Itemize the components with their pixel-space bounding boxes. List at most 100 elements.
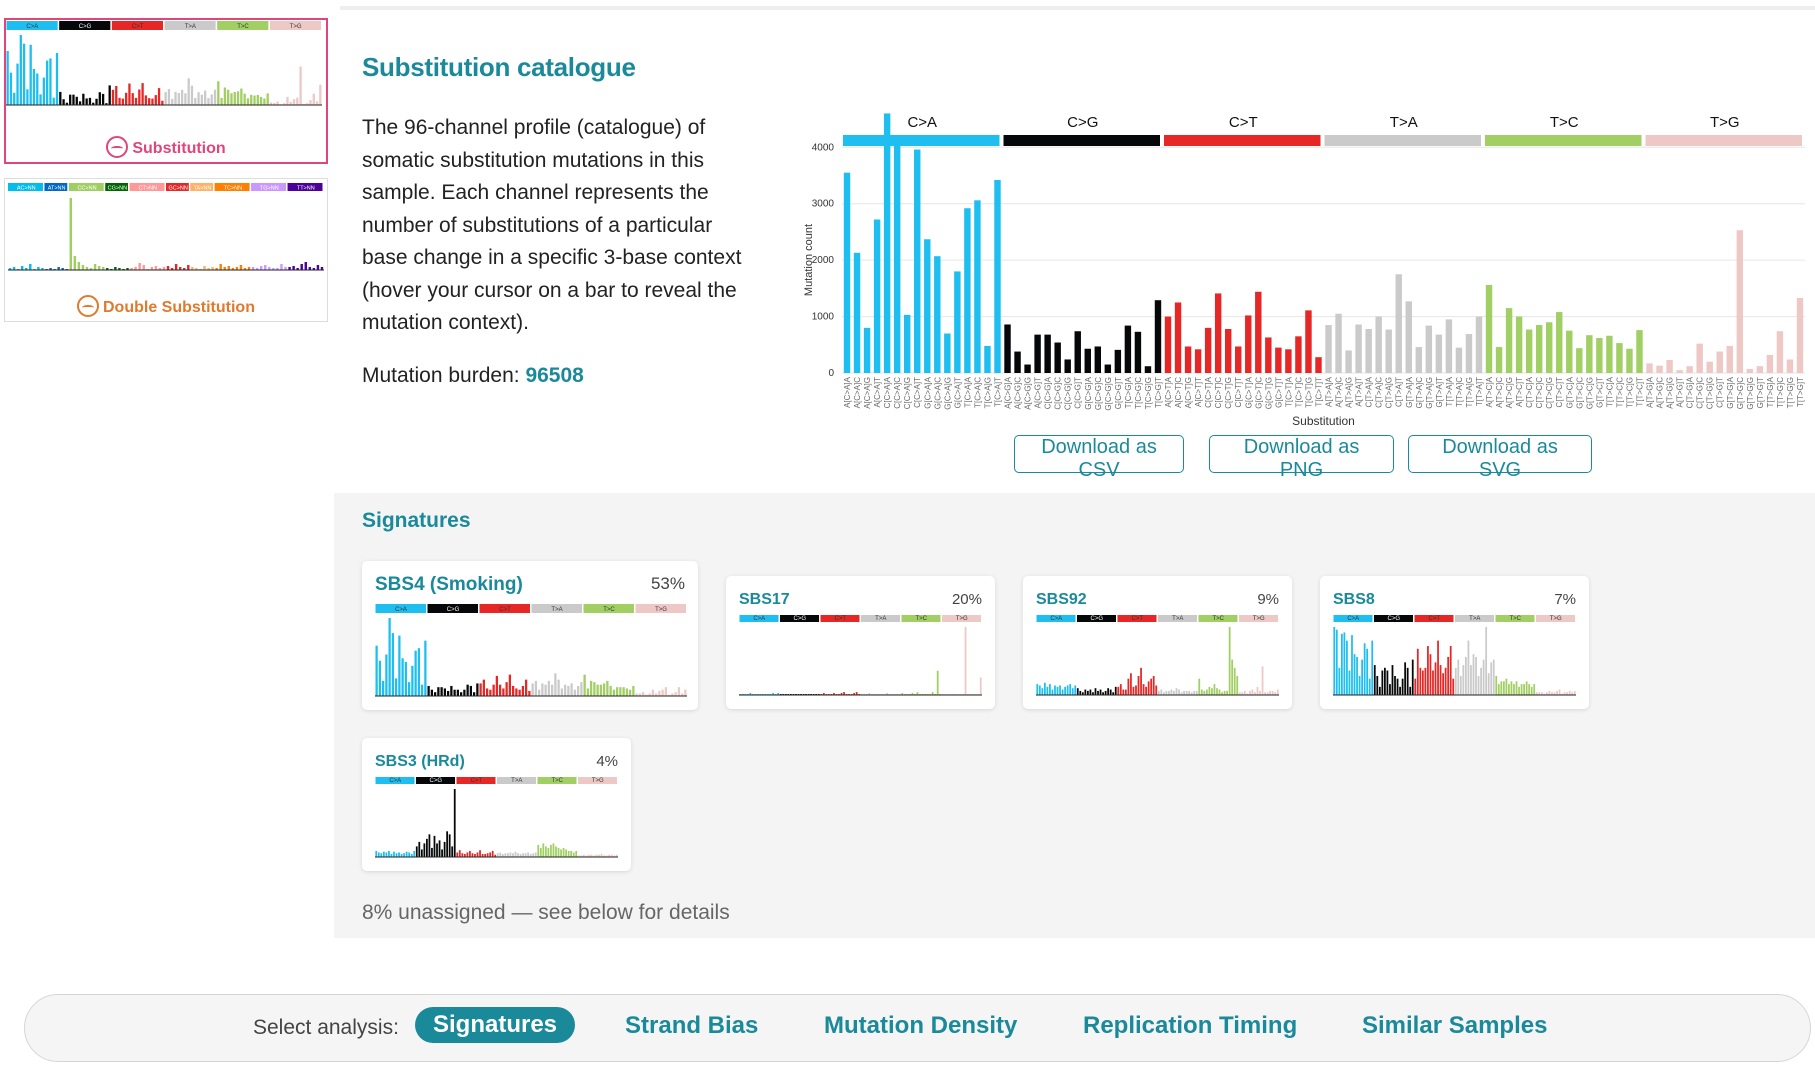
bar — [128, 83, 131, 105]
download-csv-button[interactable]: Download as CSV — [1014, 435, 1184, 481]
bar — [459, 692, 463, 696]
group-label: C>T — [132, 24, 144, 30]
x-tick-label: A[C>T]T — [1194, 377, 1203, 407]
bar — [269, 102, 273, 105]
bar — [1226, 690, 1228, 695]
group-label: C>G — [429, 778, 442, 784]
group-label: T>C — [237, 24, 249, 30]
signature-card-sbs4[interactable]: SBS4 (Smoking) 53% C>A C>G C>T T>A T>C T>G — [362, 561, 698, 710]
x-tick-label: A[C>A]A — [843, 376, 852, 408]
bar — [1371, 640, 1374, 695]
bar — [427, 685, 430, 696]
bar — [134, 97, 138, 105]
bar — [273, 103, 276, 105]
bar — [16, 63, 19, 105]
bar — [833, 693, 835, 695]
x-tick-label: G[T>C]A — [1565, 376, 1574, 408]
bar — [596, 684, 599, 696]
bar — [539, 847, 542, 857]
group-label: C>A — [1347, 616, 1359, 622]
thumbnail-substitution[interactable]: C>A C>G C>T T>A T>C T>G Substitution — [4, 18, 328, 164]
bar — [517, 853, 519, 857]
burden-value: 96508 — [525, 364, 584, 387]
bar-T[C>A]G — [984, 345, 991, 373]
group-label: C>G — [79, 24, 92, 30]
bar — [382, 851, 385, 857]
dbs-bar — [158, 268, 162, 270]
x-tick-label: A[C>T]C — [1174, 377, 1183, 408]
bar — [886, 693, 888, 695]
bar — [560, 688, 564, 696]
bar — [868, 693, 871, 695]
dbs-bar — [130, 268, 133, 270]
group-label: T>A — [1390, 114, 1418, 131]
bar — [1546, 692, 1548, 695]
bar — [1366, 648, 1369, 695]
bar — [575, 850, 578, 857]
bar-A[C>T]A — [1164, 316, 1172, 373]
bar — [1099, 689, 1102, 695]
bar — [485, 688, 489, 696]
signature-card-sbs8[interactable]: SBS8 7% C>A C>G C>T T>A T>C T>G — [1320, 576, 1589, 709]
bar — [200, 94, 204, 105]
thumbnail-double-substitution[interactable]: AC>NN AT>NN CC>NN CG>NN CT>NN GC>NN TA>NN TC>NN… — [4, 178, 328, 322]
signature-card-sbs17[interactable]: SBS17 20% C>A C>G C>T T>A T>C T>G — [726, 576, 995, 709]
bar-T[T>C]A — [1606, 335, 1613, 373]
bar — [471, 853, 474, 857]
bar — [648, 693, 651, 696]
signature-card-sbs3[interactable]: SBS3 (HRd) 4% C>A C>G C>T T>A T>C T>G — [362, 738, 631, 871]
bar — [524, 853, 527, 857]
dbs-bar — [134, 267, 137, 270]
bar — [1500, 681, 1503, 695]
bar — [413, 850, 416, 857]
x-tick-label: A[T>G]G — [1666, 377, 1675, 409]
bar — [380, 853, 383, 857]
x-tick-label: T[C>T]C — [1294, 377, 1303, 408]
bar-C[T>C]A — [1525, 329, 1533, 373]
bar — [418, 841, 421, 857]
signature-card-sbs92[interactable]: SBS92 9% C>A C>G C>T T>A T>C T>G — [1023, 576, 1292, 709]
bar — [1160, 689, 1163, 695]
group-label: C>T — [499, 607, 511, 613]
nav-replication-timing[interactable]: Replication Timing — [1083, 1012, 1298, 1039]
bar — [547, 847, 550, 857]
bar — [1211, 688, 1213, 695]
bar — [1233, 667, 1236, 695]
bar — [1155, 685, 1158, 695]
bar — [390, 853, 393, 857]
nav-signatures[interactable]: Signatures — [415, 1007, 576, 1043]
group-label: C>A — [389, 778, 401, 784]
bar — [451, 846, 454, 857]
x-tick-label: T[T>G]A — [1766, 376, 1775, 407]
y-tick-label: 4000 — [812, 142, 835, 153]
bar-G[C>G]A — [1084, 348, 1091, 373]
x-tick-label: A[C>A]C — [853, 377, 862, 409]
x-tick-label: G[T>G]T — [1756, 377, 1765, 408]
nav-similar-samples[interactable]: Similar Samples — [1362, 1012, 1548, 1039]
group-strip — [269, 21, 321, 30]
nav-mutation-density[interactable]: Mutation Density — [824, 1012, 1018, 1039]
bar — [677, 687, 681, 696]
bar — [180, 89, 184, 105]
bar-G[C>A]A — [924, 239, 931, 373]
x-tick-label: C[T>G]C — [1696, 377, 1705, 409]
bar-A[C>T]C — [1174, 302, 1182, 373]
nav-strand-bias[interactable]: Strand Bias — [625, 1012, 759, 1039]
bar — [1041, 688, 1044, 695]
group-label: T>G — [1253, 616, 1265, 622]
bar — [398, 852, 400, 857]
bar — [562, 847, 565, 857]
group-strip — [1077, 615, 1116, 622]
x-tick-label: C[C>G]G — [1064, 377, 1073, 410]
bar — [567, 850, 570, 857]
bar-T[C>G]G — [1144, 366, 1152, 373]
bar — [1459, 675, 1462, 695]
dbs-bar — [227, 266, 231, 270]
dbs-group-strip — [129, 183, 165, 191]
bar — [680, 693, 684, 696]
dbs-group-strip — [287, 183, 323, 191]
download-png-button[interactable]: Download as PNG — [1209, 435, 1394, 481]
download-svg-button[interactable]: Download as SVG — [1408, 435, 1592, 481]
split-icon — [77, 295, 99, 317]
group-strip — [497, 777, 536, 784]
